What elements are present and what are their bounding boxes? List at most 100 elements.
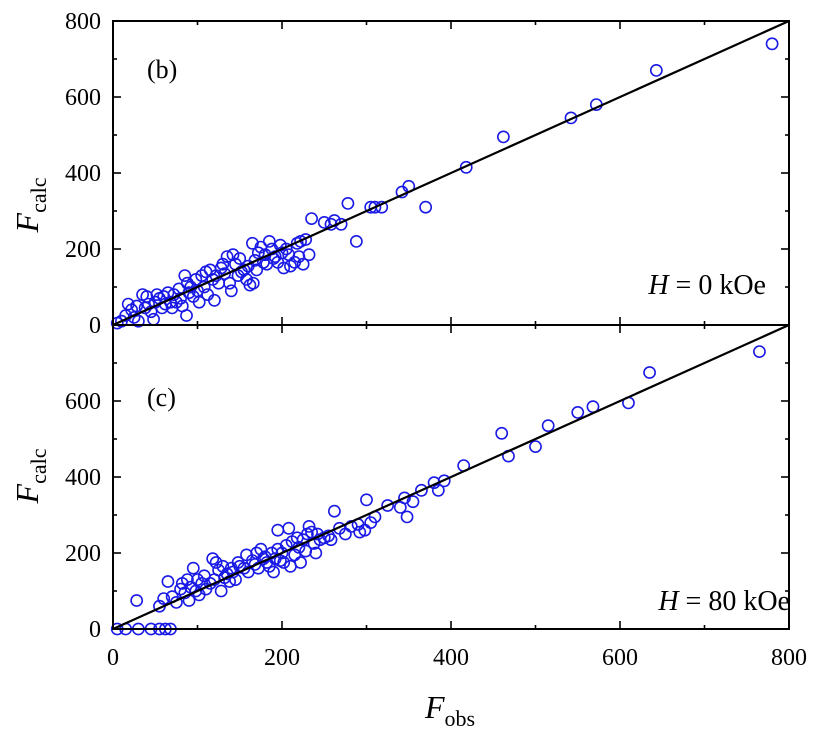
panel-b-data-point: [161, 286, 175, 300]
panel-b-label: (b): [147, 55, 177, 84]
panel-b-data-point: [220, 250, 234, 263]
panel-b-data-point: [131, 314, 145, 328]
panel-b-data-point: [233, 252, 247, 265]
panel-b-data-point: [180, 309, 193, 322]
panel-c-data-point: [398, 491, 411, 505]
panel-b-data-point: [317, 215, 331, 229]
panel-c-fit-line: [112, 323, 790, 631]
panel-b-data-point: [496, 130, 510, 144]
panel-c-data-point: [209, 556, 223, 569]
panel-b-data-point: [226, 248, 240, 262]
panel-c-data-point: [157, 592, 171, 605]
panel-b-data-point: [305, 212, 318, 225]
panel-c-data-point: [324, 533, 338, 547]
panel-b-data-point: [341, 196, 355, 210]
panel-c-data-point: [180, 573, 194, 586]
panel-c-y-axis-label: Fcalc: [9, 448, 51, 504]
panel-c-data-point: [271, 523, 285, 537]
panel-b-data-point: [224, 284, 238, 298]
panel-c-data-point: [214, 584, 228, 598]
panel-b-data-point: [207, 293, 221, 307]
panel-b-data-point: [262, 234, 276, 248]
panel-b-fit-line: [112, 19, 790, 327]
panel-c-data-point: [495, 426, 509, 440]
panel-b-annotation: H = 0 kOe: [647, 270, 766, 301]
panel-b-y-tick-label: 0: [89, 313, 101, 339]
panel-b-data-point: [299, 233, 313, 246]
panel-c-label: (c): [147, 383, 176, 412]
panel-c-data-point: [437, 474, 451, 488]
panel-b-data-point: [192, 295, 206, 309]
panel-b-data-point: [368, 200, 382, 214]
panel-c-data-point: [254, 542, 268, 556]
panel-c-data-point: [415, 483, 428, 497]
panel-b-data-point: [284, 259, 297, 273]
panel-c-data-point: [294, 556, 307, 569]
panel-b-data-point: [180, 276, 194, 290]
panel-b-ticks: 0 200 400 600 800: [65, 9, 790, 339]
panel-b-data-point: [302, 248, 316, 262]
x-axis-label: Fobs: [424, 689, 475, 731]
panel-b-data-point: [649, 64, 663, 77]
panel-b-y-tick-label: 600: [65, 85, 101, 111]
panel-b-data-point: [250, 263, 264, 277]
panel-b: 0 200 400 600 800 (b) H = 0 kOe Fcalc: [9, 9, 790, 339]
panel-c-x-tick-label: 200: [264, 645, 300, 671]
panel-c-data-point: [400, 510, 414, 524]
panel-c-data-point: [309, 546, 323, 560]
panel-b-data-point: [237, 263, 251, 277]
panel-c-y-tick-label: 400: [65, 465, 101, 491]
panel-c-x-tick-label: 600: [602, 645, 638, 671]
panel-c-data-point: [302, 520, 316, 533]
panel-c-data-point: [360, 493, 373, 507]
panel-b-data-point: [765, 37, 779, 51]
panel-b-y-tick-label: 800: [65, 9, 101, 35]
panel-b-data-point: [248, 253, 262, 267]
panel-b-data-point: [459, 160, 473, 174]
panel-c-data-point: [327, 504, 341, 518]
panel-c-x-tick-label: 0: [107, 645, 119, 671]
panel-b-data-point: [150, 288, 164, 301]
panel-b-y-tick-label: 400: [65, 161, 101, 187]
panel-c-data-point: [275, 546, 289, 560]
panel-b-data-point: [223, 276, 237, 290]
panel-c-data-point: [571, 405, 585, 419]
panel-c: 0 200 400 600 0 200 400 600 800 (c) H = 80 kOe F…: [9, 323, 807, 731]
panel-b-data-point: [216, 257, 230, 271]
panel-c-data-point: [282, 521, 296, 535]
panel-b-data-point: [178, 269, 192, 282]
panel-b-data-point: [275, 246, 289, 260]
panel-c-data-point: [267, 565, 280, 579]
panel-b-data-point: [277, 261, 291, 275]
panel-c-y-tick-label: 600: [65, 389, 101, 415]
panel-b-data-point: [246, 236, 259, 250]
panel-c-data-point: [161, 575, 175, 588]
panel-b-data-point: [419, 200, 433, 214]
panel-b-y-axis-label: Fcalc: [9, 177, 51, 233]
panel-c-ticks: 0 200 400 600 0 200 400 600 800: [65, 324, 807, 671]
panel-c-data-point: [431, 483, 445, 497]
panel-c-y-tick-label: 0: [89, 617, 101, 643]
panel-c-data-point: [191, 573, 204, 586]
panel-b-data-point: [147, 312, 160, 326]
panel-c-x-tick-label: 400: [433, 645, 469, 671]
panel-b-data-point: [564, 111, 578, 125]
panel-c-annotation: H = 80 kOe: [657, 586, 790, 617]
panel-c-data-point: [186, 561, 200, 575]
panel-b-data-point: [246, 276, 260, 290]
panel-c-data-point: [643, 366, 656, 379]
panel-b-y-tick-label: 200: [65, 237, 101, 263]
panel-b-data-point: [296, 257, 310, 271]
panel-b-data-point: [349, 234, 363, 248]
panel-b-data-point: [130, 299, 144, 313]
panel-c-data-point: [381, 499, 395, 512]
panel-c-data-point: [277, 556, 291, 569]
panel-c-data-point: [406, 495, 420, 509]
panel-c-x-tick-label: 800: [771, 645, 807, 671]
panel-c-data-point: [130, 594, 144, 607]
panel-c-data-point: [753, 345, 766, 358]
panel-c-data-point: [206, 552, 220, 566]
panel-c-data-point: [541, 419, 555, 433]
panel-c-y-tick-label: 200: [65, 541, 101, 567]
